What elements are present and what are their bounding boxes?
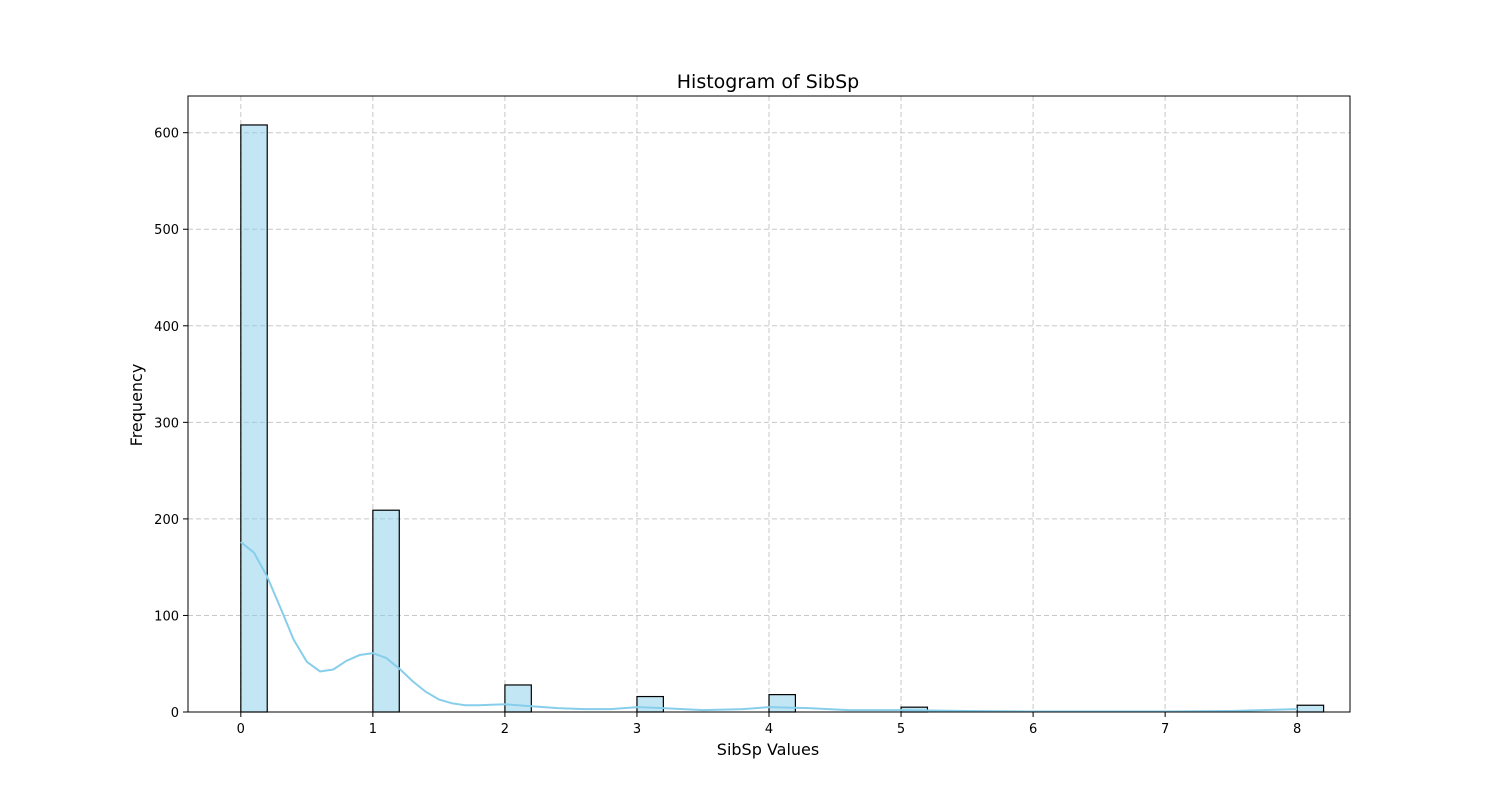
y-tick-label: 100 <box>154 609 179 624</box>
grid-lines <box>188 96 1350 712</box>
y-axis-ticks: 0 100 200 300 400 500 600 <box>154 127 188 721</box>
y-tick-label: 600 <box>154 127 179 142</box>
x-tick-label: 4 <box>765 722 773 737</box>
x-tick-label: 5 <box>897 722 905 737</box>
histogram-bar <box>373 510 399 712</box>
x-tick-label: 1 <box>369 722 377 737</box>
x-axis-ticks: 0 1 2 3 4 5 6 7 8 <box>237 712 1302 737</box>
y-tick-label: 400 <box>154 320 179 335</box>
y-axis-title: Frequency <box>127 364 146 447</box>
histogram-bar <box>769 695 795 712</box>
histogram-bar <box>241 125 267 712</box>
chart-title: Histogram of SibSp <box>677 71 859 93</box>
histogram-bar <box>637 697 663 712</box>
y-tick-label: 0 <box>171 706 179 721</box>
y-tick-label: 200 <box>154 513 179 528</box>
x-tick-label: 3 <box>633 722 641 737</box>
histogram-bars <box>241 125 1324 712</box>
histogram-bar <box>505 685 531 712</box>
x-tick-label: 0 <box>237 722 245 737</box>
x-tick-label: 2 <box>501 722 509 737</box>
y-tick-label: 300 <box>154 416 179 431</box>
x-tick-label: 8 <box>1293 722 1301 737</box>
x-tick-label: 7 <box>1161 722 1169 737</box>
histogram-bar <box>1297 705 1323 712</box>
y-tick-label: 500 <box>154 223 179 238</box>
x-axis-title: SibSp Values <box>717 740 819 759</box>
x-tick-label: 6 <box>1029 722 1037 737</box>
